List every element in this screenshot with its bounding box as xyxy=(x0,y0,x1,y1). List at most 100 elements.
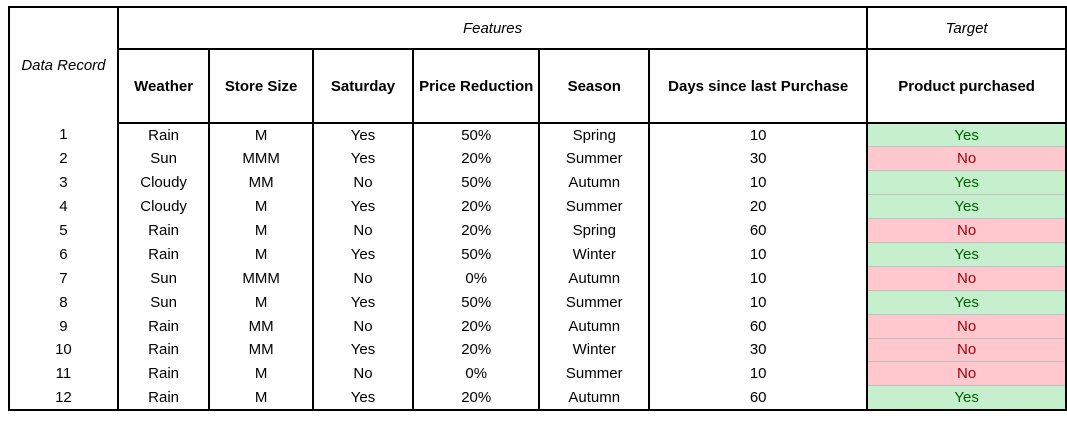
record-id-cell: 9 xyxy=(8,314,118,339)
days-cell: 30 xyxy=(648,146,868,171)
table-row: 11 Rain M No 0% Summer 10 No xyxy=(8,361,1067,387)
features-group-header: Features xyxy=(117,6,868,50)
column-header-row: Weather Store Size Saturday Price Reduction… xyxy=(9,49,1067,124)
saturday-cell: No xyxy=(311,314,414,339)
weather-cell: Rain xyxy=(116,123,210,147)
saturday-cell: No xyxy=(311,218,414,243)
record-id-cell: 2 xyxy=(8,146,118,171)
days-cell: 30 xyxy=(648,338,868,362)
days-cell: 60 xyxy=(648,385,868,411)
record-id-cell: 10 xyxy=(8,338,118,362)
table-row: 6 Rain M Yes 50% Winter 10 Yes xyxy=(8,242,1067,267)
price-reduction-cell: 20% xyxy=(412,194,540,219)
weather-cell: Sun xyxy=(116,146,210,171)
price-reduction-cell: 20% xyxy=(412,146,540,171)
column-header-season: Season xyxy=(538,49,650,124)
column-header-days: Days since last Purchase xyxy=(648,49,868,124)
store-size-cell: M xyxy=(208,218,313,243)
store-size-cell: M xyxy=(208,290,313,315)
record-id-cell: 11 xyxy=(8,361,118,386)
record-id-cell: 6 xyxy=(8,242,118,267)
product-purchased-cell: Yes xyxy=(866,170,1067,196)
table-row: 8 Sun M Yes 50% Summer 10 Yes xyxy=(8,290,1067,315)
product-purchased-cell: Yes xyxy=(866,194,1067,220)
record-id-cell: 8 xyxy=(8,290,118,315)
saturday-cell: Yes xyxy=(311,338,414,362)
store-size-cell: M xyxy=(208,123,313,147)
record-id-cell: 5 xyxy=(8,218,118,243)
days-cell: 10 xyxy=(648,170,868,195)
saturday-cell: No xyxy=(311,361,414,386)
saturday-cell: Yes xyxy=(311,123,414,147)
price-reduction-cell: 0% xyxy=(412,266,540,291)
product-purchased-cell: Yes xyxy=(866,242,1067,267)
table-row: 9 Rain MM No 20% Autumn 60 No xyxy=(8,314,1067,339)
weather-cell: Sun xyxy=(116,266,210,291)
price-reduction-cell: 50% xyxy=(412,123,540,147)
weather-cell: Rain xyxy=(116,385,210,411)
group-header-row: Data Record Features Target xyxy=(8,6,1067,123)
product-purchased-cell: Yes xyxy=(866,290,1067,315)
product-purchased-cell: Yes xyxy=(866,123,1067,148)
days-cell: 20 xyxy=(648,194,868,219)
store-size-cell: MM xyxy=(208,314,313,339)
price-reduction-cell: 20% xyxy=(412,385,540,411)
target-group-header: Target xyxy=(866,6,1067,50)
product-purchased-cell: No xyxy=(866,314,1067,339)
product-purchased-cell: No xyxy=(866,361,1067,387)
season-cell: Winter xyxy=(538,338,650,362)
store-size-cell: M xyxy=(208,194,313,219)
table-row: 5 Rain M No 20% Spring 60 No xyxy=(8,218,1067,243)
weather-cell: Rain xyxy=(116,361,210,386)
season-cell: Summer xyxy=(538,194,650,219)
record-id-cell: 4 xyxy=(8,194,118,219)
season-cell: Winter xyxy=(538,242,650,267)
store-size-cell: MMM xyxy=(208,146,313,171)
days-cell: 10 xyxy=(648,266,868,291)
product-purchased-cell: No xyxy=(866,146,1067,172)
price-reduction-cell: 50% xyxy=(412,242,540,267)
days-cell: 10 xyxy=(648,242,868,267)
record-id-cell: 1 xyxy=(8,123,118,147)
product-purchased-cell: No xyxy=(866,338,1067,363)
weather-cell: Rain xyxy=(116,242,210,267)
record-id-cell: 12 xyxy=(8,385,118,411)
days-cell: 60 xyxy=(648,314,868,339)
store-size-cell: M xyxy=(208,385,313,411)
weather-cell: Rain xyxy=(116,338,210,362)
weather-cell: Cloudy xyxy=(116,194,210,219)
product-purchased-cell: No xyxy=(866,266,1067,291)
season-cell: Spring xyxy=(538,123,650,147)
column-header-product-purchased: Product purchased xyxy=(866,49,1067,124)
season-cell: Summer xyxy=(538,361,650,386)
saturday-cell: No xyxy=(311,170,414,195)
data-record-header: Data Record xyxy=(8,6,119,123)
table-row: 12 Rain M Yes 20% Autumn 60 Yes xyxy=(8,385,1067,411)
season-cell: Autumn xyxy=(538,385,650,411)
product-purchased-cell: No xyxy=(866,218,1067,243)
store-size-cell: MMM xyxy=(208,266,313,291)
table-row: 1 Rain M Yes 50% Spring 10 Yes xyxy=(8,123,1067,148)
days-cell: 10 xyxy=(648,123,868,147)
price-reduction-cell: 20% xyxy=(412,338,540,362)
season-cell: Autumn xyxy=(538,170,650,195)
saturday-cell: Yes xyxy=(311,194,414,219)
column-header-saturday: Saturday xyxy=(311,49,414,124)
table-row: 7 Sun MMM No 0% Autumn 10 No xyxy=(8,266,1067,291)
table-row: 2 Sun MMM Yes 20% Summer 30 No xyxy=(8,146,1067,172)
record-id-cell: 3 xyxy=(8,170,118,195)
price-reduction-cell: 20% xyxy=(412,314,540,339)
table-body: 1 Rain M Yes 50% Spring 10 Yes 2 Sun MMM Yes 20% Summ… xyxy=(8,123,1067,411)
saturday-cell: Yes xyxy=(311,242,414,267)
season-cell: Autumn xyxy=(538,266,650,291)
column-header-store-size: Store Size xyxy=(208,49,313,124)
days-cell: 60 xyxy=(648,218,868,243)
days-cell: 10 xyxy=(648,361,868,386)
season-cell: Spring xyxy=(538,218,650,243)
price-reduction-cell: 50% xyxy=(412,290,540,315)
saturday-cell: No xyxy=(311,266,414,291)
saturday-cell: Yes xyxy=(311,290,414,315)
store-size-cell: M xyxy=(208,242,313,267)
weather-cell: Rain xyxy=(116,314,210,339)
record-id-cell: 7 xyxy=(8,266,118,291)
